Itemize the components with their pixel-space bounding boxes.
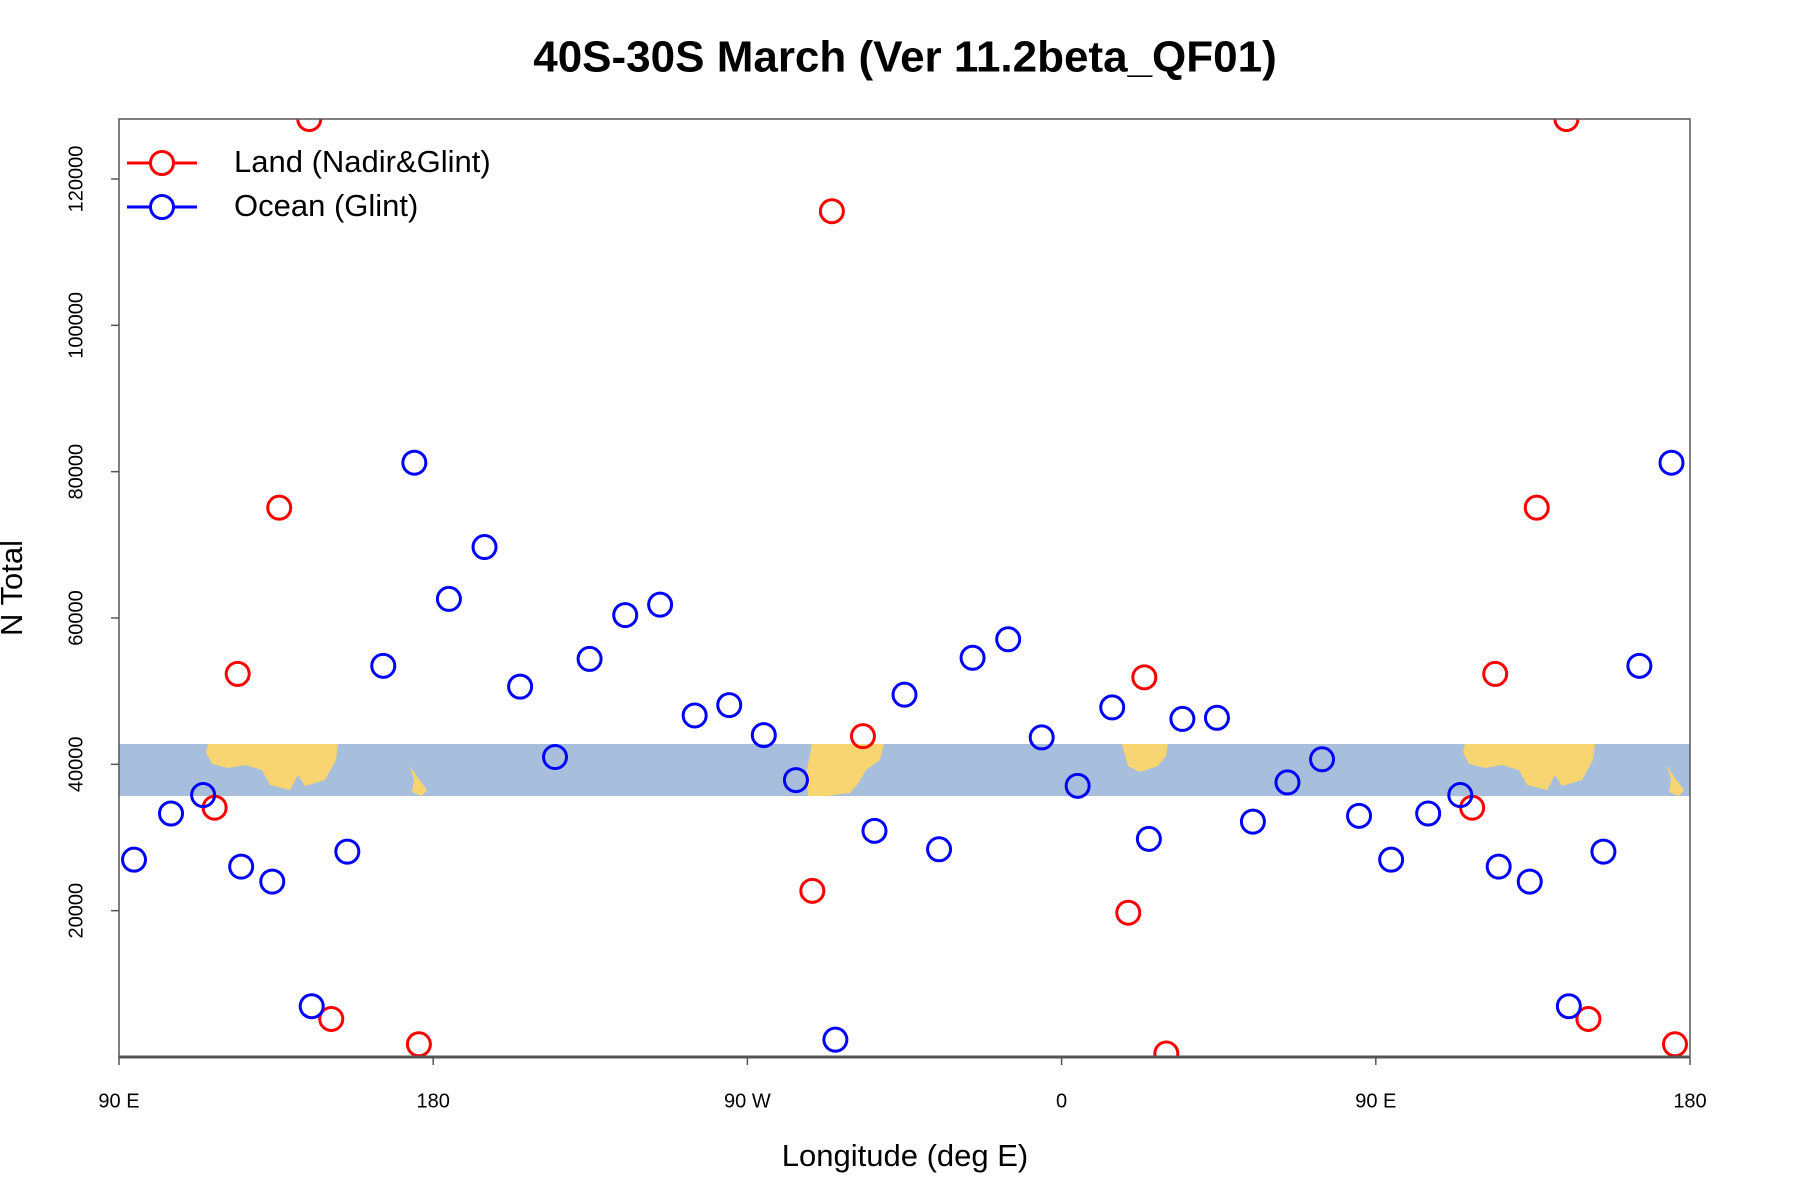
plot-area xyxy=(121,119,1688,1057)
y-tick-label: 60000 xyxy=(65,590,87,646)
data-point xyxy=(405,1031,432,1057)
data-point xyxy=(818,198,845,225)
data-point xyxy=(576,645,603,672)
data-point xyxy=(1415,800,1442,827)
ocean-band xyxy=(119,744,1690,796)
data-point xyxy=(861,817,888,844)
data-point xyxy=(926,836,953,863)
legend-label: Ocean (Glint) xyxy=(234,188,418,223)
data-point xyxy=(1239,808,1266,835)
legend-label: Land (Nadir&Glint) xyxy=(234,144,491,179)
data-point xyxy=(1555,993,1582,1020)
data-point xyxy=(1482,660,1509,687)
data-point xyxy=(681,702,708,729)
data-point xyxy=(1115,899,1142,926)
map-band xyxy=(119,744,1690,796)
chart-title: 40S-30S March (Ver 11.2beta_QF01) xyxy=(533,33,1277,82)
data-point xyxy=(1203,704,1230,731)
data-point xyxy=(891,681,918,708)
data-point xyxy=(542,744,569,771)
data-point xyxy=(1590,838,1617,865)
y-tick-label: 20000 xyxy=(65,883,87,939)
data-point xyxy=(1309,746,1336,773)
data-point xyxy=(1153,1040,1180,1057)
data-point xyxy=(1523,494,1550,521)
data-point xyxy=(1378,846,1405,873)
data-point xyxy=(266,494,293,521)
data-point xyxy=(224,660,251,687)
y-tick-label: 80000 xyxy=(65,444,87,500)
data-point xyxy=(849,723,876,750)
data-point xyxy=(959,644,986,671)
data-point xyxy=(995,626,1022,653)
data-point xyxy=(1658,449,1685,476)
data-point xyxy=(1274,769,1301,796)
x-tick-label: 0 xyxy=(1056,1090,1067,1112)
data-point xyxy=(121,846,148,873)
x-tick-label: 90 W xyxy=(724,1090,771,1112)
data-point xyxy=(1626,652,1653,679)
x-tick-label: 180 xyxy=(417,1090,450,1112)
y-tick-label: 100000 xyxy=(65,292,87,359)
data-point xyxy=(1553,119,1580,132)
data-point xyxy=(1661,1031,1688,1057)
data-point xyxy=(296,119,323,132)
data-point xyxy=(782,767,809,794)
data-point xyxy=(750,722,777,749)
data-point xyxy=(1131,664,1158,691)
data-point xyxy=(1346,802,1373,829)
data-point xyxy=(822,1026,849,1053)
plot-frame xyxy=(118,118,1691,1058)
data-point xyxy=(298,993,325,1020)
data-point xyxy=(799,877,826,904)
data-point xyxy=(647,591,674,618)
data-point xyxy=(716,692,743,719)
data-point xyxy=(435,585,462,612)
legend-marker xyxy=(149,150,175,176)
data-point xyxy=(334,838,361,865)
x-tick-label: 90 E xyxy=(1355,1090,1396,1112)
y-axis-label: N Total xyxy=(0,540,29,636)
data-point xyxy=(1064,772,1091,799)
data-point xyxy=(370,652,397,679)
data-point xyxy=(259,868,286,895)
x-tick-label: 180 xyxy=(1673,1090,1706,1112)
data-point xyxy=(1485,853,1512,880)
data-point xyxy=(1516,868,1543,895)
data-point xyxy=(401,449,428,476)
data-point xyxy=(507,673,534,700)
y-tick-label: 40000 xyxy=(65,737,87,793)
y-tick-label: 120000 xyxy=(65,146,87,213)
land-shapes xyxy=(206,744,1684,796)
data-point xyxy=(1575,1005,1602,1032)
data-point xyxy=(1169,705,1196,732)
x-axis-label: Longitude (deg E) xyxy=(782,1138,1028,1173)
legend-marker xyxy=(149,194,175,220)
data-point xyxy=(318,1005,345,1032)
data-point xyxy=(1099,694,1126,721)
axes: 90 E 180 90 W 0 90 E 180 20000 40000 60000 80000 1… xyxy=(65,146,1706,1113)
data-point xyxy=(228,853,255,880)
data-point xyxy=(1028,724,1055,751)
data-point xyxy=(1447,782,1474,809)
data-point xyxy=(190,782,217,809)
x-tick-label: 90 E xyxy=(98,1090,139,1112)
data-point xyxy=(158,800,185,827)
data-point xyxy=(1135,825,1162,852)
legend: Land (Nadir&Glint) Ocean (Glint) xyxy=(127,144,491,223)
data-point xyxy=(612,602,639,629)
data-point xyxy=(471,534,498,561)
